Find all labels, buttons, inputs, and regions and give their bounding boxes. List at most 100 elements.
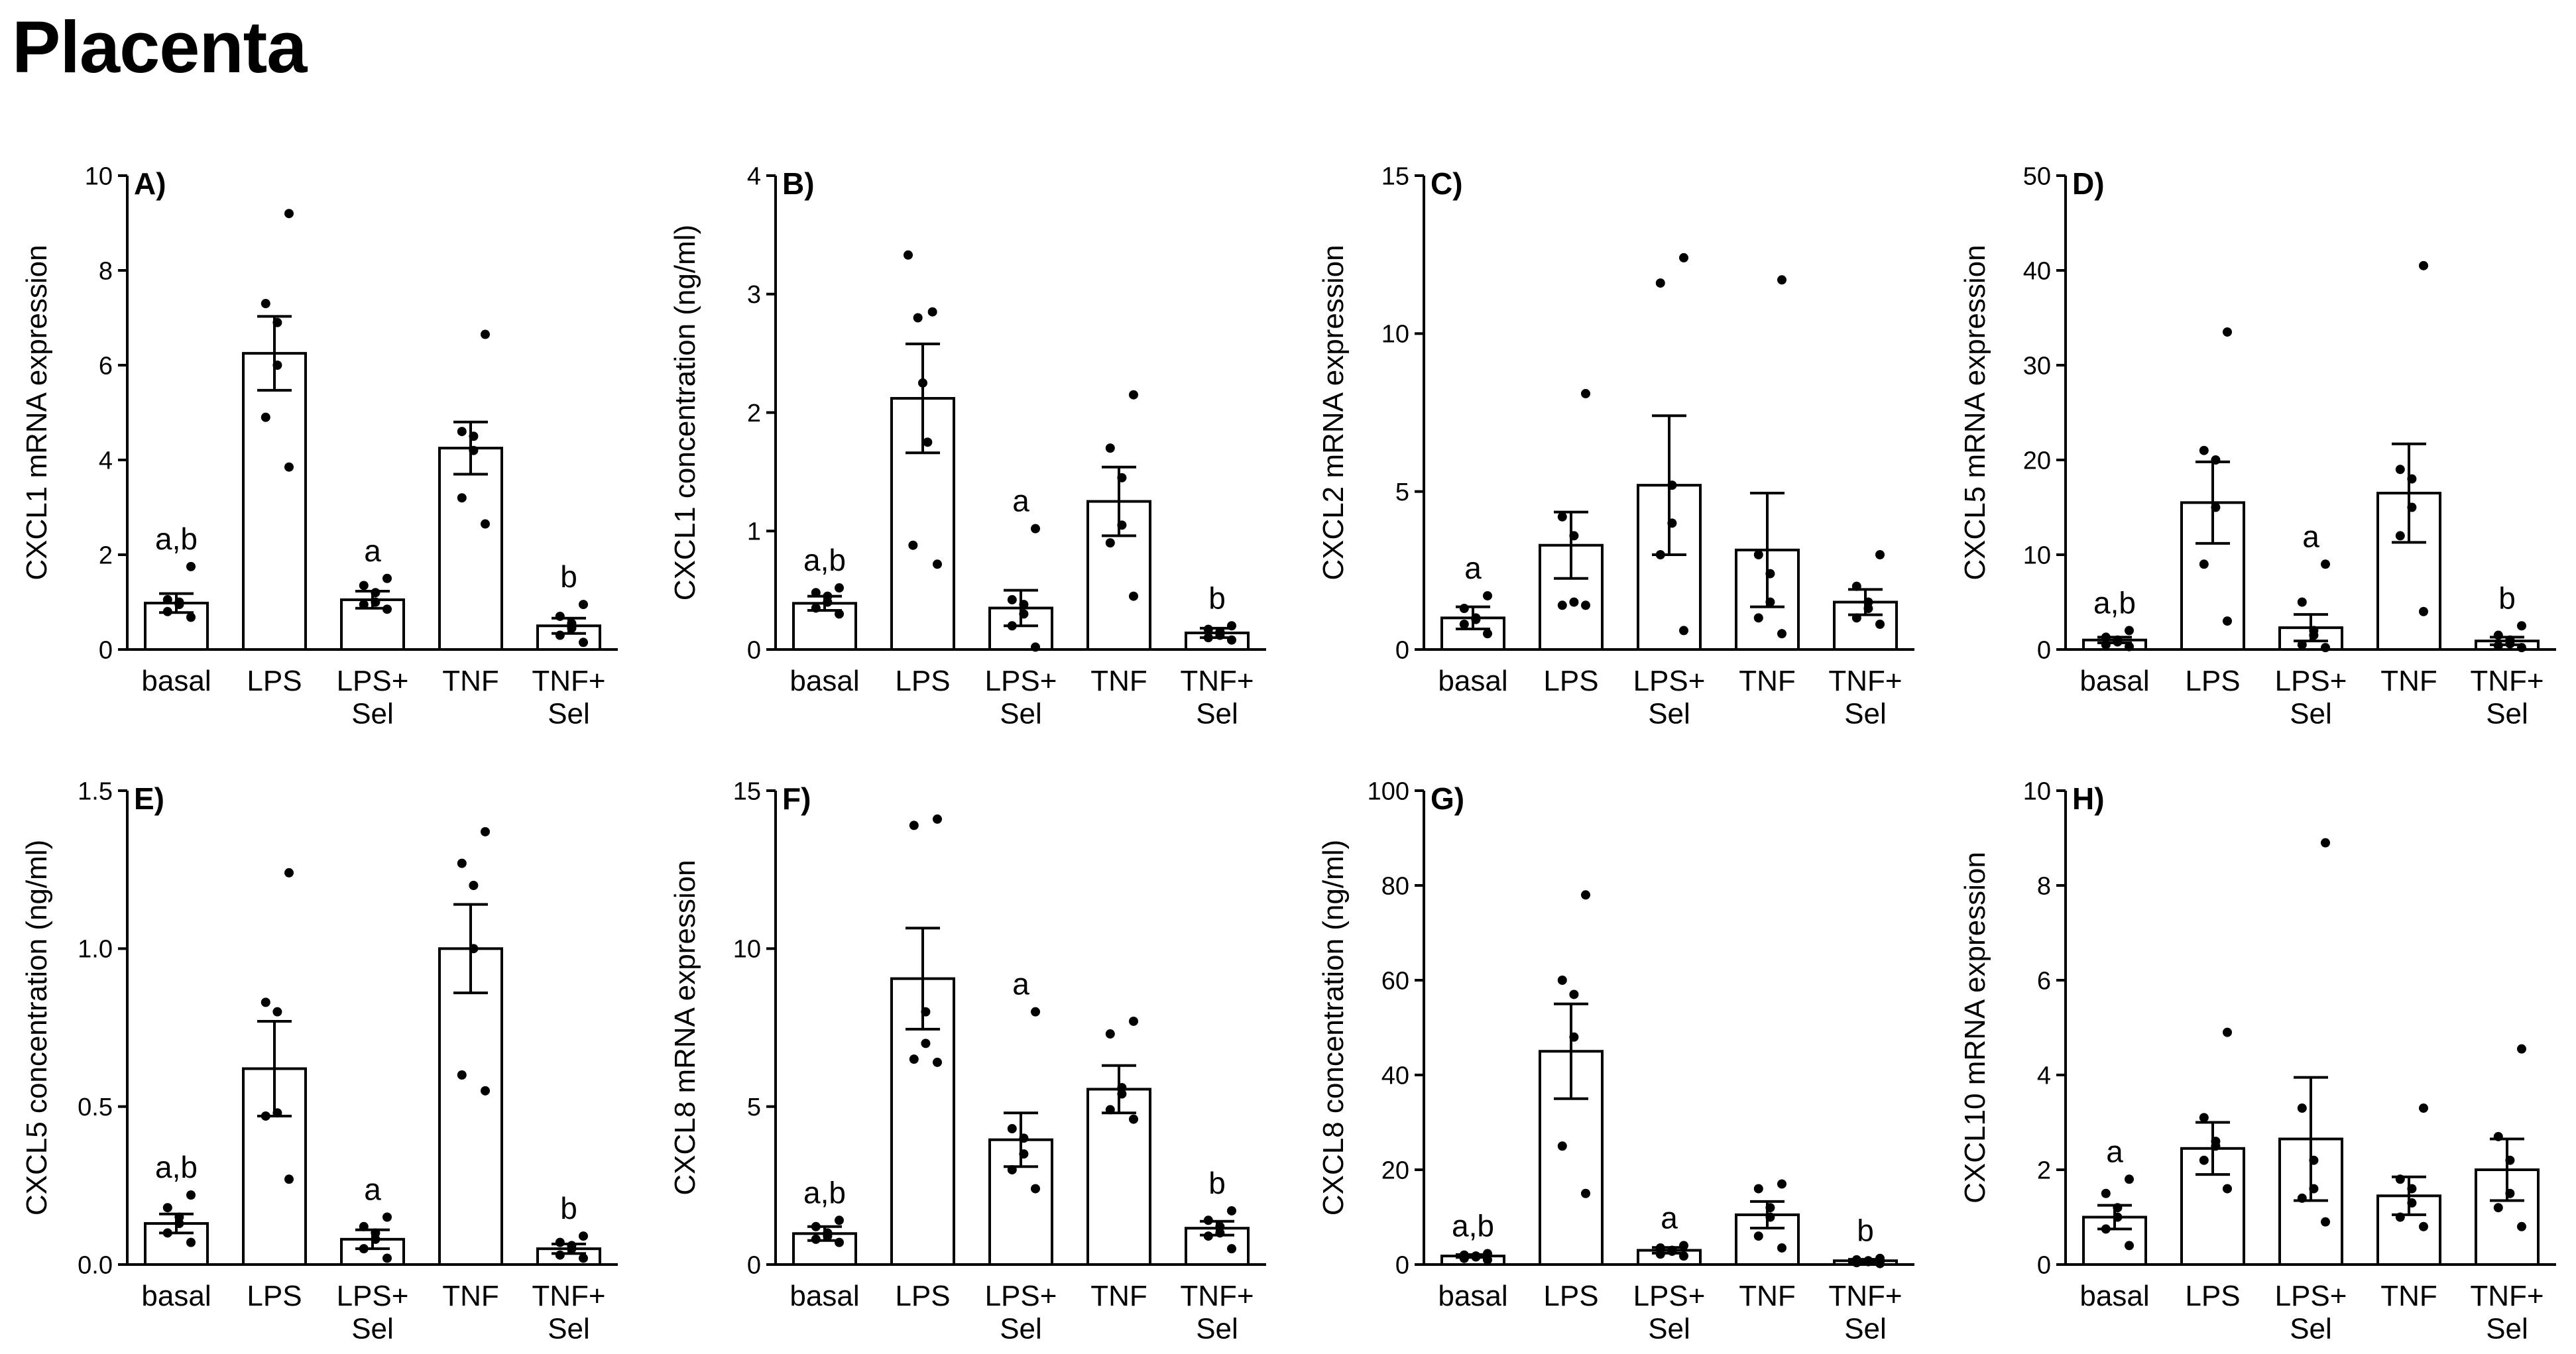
data-point <box>1227 1206 1236 1215</box>
y-tick-label: 10 <box>2023 777 2051 805</box>
data-point <box>2125 626 2134 636</box>
x-tick-label: TNF <box>1090 1280 1147 1312</box>
y-tick-label: 1.5 <box>78 777 113 805</box>
y-tick-label: 4 <box>2037 1062 2051 1090</box>
y-tick-label: 10 <box>2023 541 2051 569</box>
data-point <box>162 594 172 604</box>
data-point <box>1227 635 1236 645</box>
data-point <box>1667 518 1677 528</box>
x-tick-label: LPS <box>1543 1280 1598 1312</box>
data-point <box>1569 989 1579 999</box>
data-point <box>2493 1203 2503 1213</box>
data-point <box>2517 1221 2526 1231</box>
y-axis-label: CXCL5 mRNA expression <box>1959 245 1991 580</box>
data-point <box>2321 838 2330 848</box>
data-point <box>1765 1212 1775 1222</box>
y-tick-label: 0 <box>99 636 113 664</box>
data-point <box>933 814 942 824</box>
data-point <box>469 445 479 455</box>
data-point <box>481 329 490 339</box>
data-point <box>2101 1188 2111 1198</box>
data-point <box>1557 1141 1567 1151</box>
data-point <box>823 1228 833 1238</box>
significance-label: a <box>2106 1134 2123 1168</box>
data-point <box>2395 1212 2405 1222</box>
x-tick-label: TNF+ Sel <box>2470 1280 2544 1345</box>
data-point <box>481 1086 490 1096</box>
data-point <box>1215 1221 1225 1231</box>
data-point <box>904 250 913 260</box>
x-tick-label: basal <box>2079 665 2149 697</box>
x-tick-label: LPS+ Sel <box>337 665 409 730</box>
panel-label: B) <box>782 166 815 201</box>
data-point <box>2297 597 2307 607</box>
panel-label: C) <box>1431 166 1463 201</box>
data-point <box>1777 629 1786 639</box>
data-point <box>579 1231 588 1241</box>
data-point <box>162 1228 172 1238</box>
data-point <box>457 427 467 437</box>
x-tick-label: basal <box>790 665 859 697</box>
data-point <box>2113 635 2123 645</box>
data-point <box>1105 443 1115 453</box>
data-point <box>2223 327 2232 337</box>
data-point <box>811 588 821 598</box>
panel-label: D) <box>2072 166 2105 201</box>
data-point <box>261 299 270 309</box>
data-point <box>2199 445 2209 455</box>
y-tick-label: 30 <box>2023 352 2051 380</box>
y-tick-label: 2 <box>99 541 113 569</box>
y-tick-label: 10 <box>733 936 761 964</box>
x-tick-label: LPS <box>2185 1280 2240 1312</box>
data-point <box>382 1212 392 1222</box>
data-point <box>2125 1241 2134 1251</box>
significance-label: b <box>560 1191 577 1225</box>
data-point <box>481 519 490 529</box>
data-point <box>2419 1221 2428 1231</box>
x-tick-label: basal <box>141 1280 211 1312</box>
data-point <box>835 583 844 593</box>
y-axis-label: CXCL10 mRNA expression <box>1959 852 1991 1204</box>
y-tick-label: 60 <box>1381 967 1409 995</box>
data-point <box>1227 1244 1236 1254</box>
data-point <box>371 588 381 598</box>
data-point <box>918 378 927 388</box>
x-tick-label: LPS+ Sel <box>337 1280 409 1345</box>
data-point <box>2505 635 2515 645</box>
data-point <box>1679 626 1688 636</box>
data-point <box>1655 278 1665 288</box>
data-point <box>2309 1155 2319 1165</box>
y-tick-label: 0 <box>747 1251 761 1279</box>
data-point <box>2505 1155 2515 1165</box>
bar <box>1086 1088 1151 1266</box>
data-point <box>1227 621 1236 631</box>
data-point <box>579 1253 588 1263</box>
data-point <box>1117 1083 1127 1093</box>
data-point <box>1557 600 1567 610</box>
data-point <box>186 561 196 571</box>
data-point <box>933 559 942 569</box>
data-point <box>261 412 270 422</box>
data-point <box>1875 619 1885 629</box>
significance-label: a <box>2302 519 2319 553</box>
y-axis-label: CXCL1 mRNA expression <box>21 245 53 580</box>
x-tick-label: LPS+ Sel <box>985 1280 1057 1345</box>
y-tick-label: 50 <box>2023 162 2051 190</box>
data-point <box>2223 1184 2232 1194</box>
data-point <box>1753 1231 1763 1241</box>
data-point <box>1007 621 1017 631</box>
panel-label: F) <box>782 781 811 816</box>
data-point <box>1031 1007 1040 1017</box>
data-point <box>1753 550 1763 559</box>
data-point <box>1569 597 1579 607</box>
chart-panel-6: 0 5 10 15 CXCL8 mRNA expression F) a,b basal LPS… <box>669 777 1266 1345</box>
data-point <box>823 591 833 601</box>
data-point <box>469 944 479 954</box>
data-point <box>2199 1113 2209 1123</box>
data-point <box>1667 480 1677 490</box>
data-point <box>162 1203 172 1213</box>
data-point <box>1031 1184 1040 1194</box>
data-point <box>1851 1255 1861 1265</box>
data-point <box>371 597 381 607</box>
data-point <box>1765 597 1775 607</box>
